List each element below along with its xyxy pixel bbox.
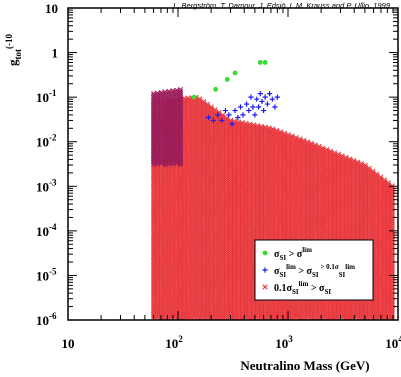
- data-point: [185, 316, 191, 320]
- data-point: [197, 98, 203, 104]
- data-point: [197, 96, 203, 102]
- credit-text: L. Bergström, T. Damour, J. Edsjö, L.M. …: [173, 1, 391, 10]
- data-point: [189, 316, 195, 320]
- data-point: [197, 100, 203, 106]
- data-point: [201, 98, 207, 105]
- data-point: [201, 100, 207, 107]
- data-point: [201, 103, 207, 109]
